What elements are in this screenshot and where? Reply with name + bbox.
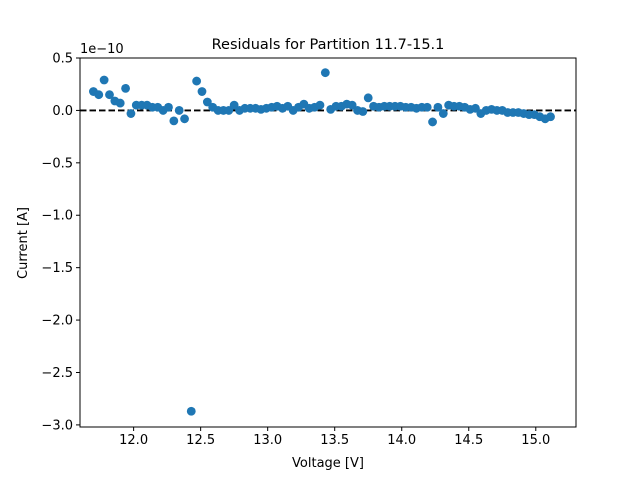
y-tick-label: −2.0 xyxy=(41,314,73,329)
x-axis-label: Voltage [V] xyxy=(292,456,364,471)
data-point xyxy=(433,102,443,112)
x-tick-label: 12.5 xyxy=(186,433,215,448)
data-point xyxy=(197,87,207,96)
y-axis-ticks: 0.5 0.0 −0.5 −1.0 −1.5 −2.0 −2.5 −3.0 xyxy=(41,52,80,433)
data-point xyxy=(363,93,373,103)
data-point xyxy=(546,112,555,122)
data-point xyxy=(315,100,325,110)
y-tick-label: −1.0 xyxy=(41,209,73,224)
x-axis-ticks: 12.0 12.5 13.0 13.5 14.0 14.5 15.0 xyxy=(119,427,550,448)
y-tick-label: −3.0 xyxy=(41,418,73,433)
data-point xyxy=(358,107,368,116)
y-tick-label: −2.5 xyxy=(41,366,73,381)
data-point xyxy=(192,76,202,86)
x-tick-label: 14.0 xyxy=(387,433,416,448)
data-point xyxy=(105,90,114,100)
data-point xyxy=(99,75,109,85)
y-tick-label: 0.5 xyxy=(52,52,73,67)
y-tick-label: −1.5 xyxy=(41,261,73,276)
y-axis-offset-label: 1e−10 xyxy=(80,42,124,57)
y-axis-label: Current [A] xyxy=(16,207,31,279)
data-point xyxy=(169,116,179,126)
data-point xyxy=(174,106,184,115)
x-tick-label: 14.5 xyxy=(454,433,483,448)
data-point xyxy=(422,102,432,112)
data-point xyxy=(180,114,189,124)
data-point xyxy=(121,84,130,93)
plot-area xyxy=(80,58,576,427)
x-tick-label: 15.0 xyxy=(521,433,550,448)
x-tick-label: 13.0 xyxy=(253,433,282,448)
data-point xyxy=(115,98,125,108)
plot-background xyxy=(80,58,576,427)
data-point xyxy=(164,102,173,112)
data-point xyxy=(94,90,104,100)
x-tick-label: 13.5 xyxy=(320,433,349,448)
data-point xyxy=(428,117,437,127)
chart-title: Residuals for Partition 11.7-15.1 xyxy=(212,37,445,53)
data-point xyxy=(126,109,136,118)
axes-frame-border xyxy=(79,57,577,428)
data-point xyxy=(320,68,330,78)
data-points xyxy=(89,68,555,416)
data-point xyxy=(438,109,448,118)
axes-frame xyxy=(79,57,577,428)
data-point xyxy=(186,406,196,416)
y-tick-label: 0.0 xyxy=(52,104,73,119)
x-tick-label: 12.0 xyxy=(119,433,148,448)
y-tick-label: −0.5 xyxy=(41,156,73,171)
